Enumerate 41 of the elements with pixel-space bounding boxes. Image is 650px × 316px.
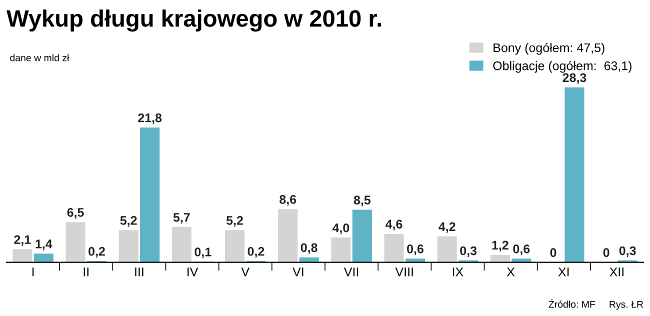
x-tick-label: VIII: [395, 268, 413, 276]
text: dane w mld zł: [10, 54, 70, 62]
x-tick-label: XII: [610, 268, 624, 276]
x-tick-label: IV: [188, 268, 198, 276]
data-label: 0,8: [300, 243, 318, 254]
x-tick-label: IX: [452, 268, 464, 276]
x-tick-label: I: [32, 268, 34, 276]
data-label: 8,6: [280, 195, 296, 206]
data-label: 5,2: [226, 216, 243, 227]
x-tick-label: VI: [292, 268, 304, 276]
data-label: 2,1: [14, 235, 31, 246]
x-tick-label: VII: [344, 268, 358, 276]
data-label: 0,2: [248, 246, 264, 258]
data-label: 0: [550, 248, 556, 258]
legend-label: Obligacje (ogółem: 63,1): [493, 60, 632, 73]
chart-title: Wykup długu krajowego w 2010 r.: [6, 9, 382, 32]
data-label: 1,4: [36, 240, 52, 250]
data-label: 0: [603, 248, 610, 258]
data-label: 5,7: [173, 213, 190, 224]
data-label: 0,6: [513, 244, 530, 256]
x-tick-label: V: [241, 268, 250, 276]
data-label: 0,1: [194, 248, 212, 258]
data-label: 4,2: [438, 222, 456, 233]
x-tick-label: XI: [558, 268, 569, 276]
legend-label: Bony (ogółem: 47,5): [494, 42, 604, 55]
data-label: 1,2: [492, 240, 508, 252]
data-label: 28,3: [562, 73, 586, 84]
data-label: 4,6: [386, 220, 402, 230]
x-tick-label: X: [506, 268, 515, 276]
data-label: 21,8: [138, 113, 162, 124]
text: Źródło: MF Rys. ŁR: [548, 299, 644, 310]
x-tick-label: III: [135, 268, 144, 276]
data-label: 0,6: [407, 244, 424, 256]
data-label: 6,5: [67, 208, 84, 219]
data-label: 4,0: [332, 223, 350, 234]
data-label: 0,3: [619, 246, 636, 257]
data-label: 8,5: [354, 196, 370, 206]
data-label: 0,3: [460, 246, 477, 257]
data-label: 0,2: [88, 246, 105, 258]
x-tick-label: II: [84, 268, 88, 276]
data-label: 5,2: [120, 216, 137, 227]
